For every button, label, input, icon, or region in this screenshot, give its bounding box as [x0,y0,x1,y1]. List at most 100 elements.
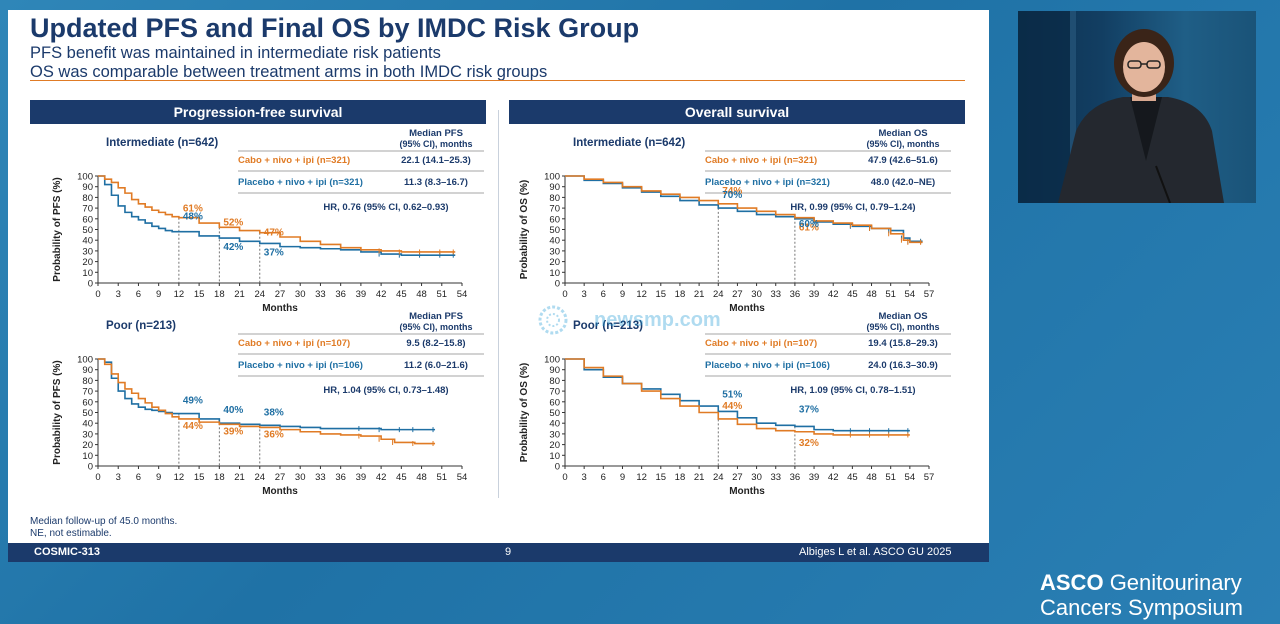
footer-citation: Albiges L et al. ASCO GU 2025 [799,546,952,558]
landmark-annotation: 44% [183,421,203,432]
footnote-followup: Median follow-up of 45.0 months. [30,516,178,527]
y-tick-label: 70 [549,387,560,398]
x-tick-label: 51 [436,289,447,300]
y-tick-label: 70 [82,204,93,215]
y-tick-label: 80 [549,193,560,204]
y-tick-label: 0 [555,462,560,473]
table-header-median: Median PFS [409,128,463,139]
x-tick-label: 24 [713,289,724,300]
table-header-ci: (95% CI), months [866,322,939,332]
x-tick-label: 45 [847,472,858,483]
hazard-ratio: HR, 0.76 (95% CI, 0.62–0.93) [323,202,448,213]
table-row-value: 19.4 (15.8–29.3) [868,338,938,349]
landmark-annotation: 51% [722,389,742,400]
x-tick-label: 0 [95,472,100,483]
x-tick-label: 18 [675,289,686,300]
x-tick-label: 39 [356,472,367,483]
x-tick-label: 48 [866,472,877,483]
table-header-ci: (95% CI), months [399,322,472,332]
y-tick-label: 10 [82,268,93,279]
y-tick-label: 50 [82,225,93,236]
y-tick-label: 100 [544,355,560,366]
x-tick-label: 21 [234,289,245,300]
x-tick-label: 42 [376,289,387,300]
landmark-annotation: 40% [223,405,243,416]
x-tick-label: 39 [809,472,820,483]
hazard-ratio: HR, 0.99 (95% CI, 0.79–1.24) [790,202,915,213]
x-tick-label: 18 [675,472,686,483]
km-charts: Intermediate (n=642)Median PFS(95% CI), … [52,128,951,497]
landmark-annotation: 36% [264,429,284,440]
y-tick-label: 10 [82,451,93,462]
x-tick-label: 6 [136,472,141,483]
x-tick-label: 54 [457,289,468,300]
x-tick-label: 21 [694,472,705,483]
x-tick-label: 54 [905,289,916,300]
x-tick-label: 27 [275,289,286,300]
x-tick-label: 9 [620,472,625,483]
x-tick-label: 27 [732,472,743,483]
x-tick-label: 48 [416,472,427,483]
x-tick-label: 12 [636,472,647,483]
y-tick-label: 90 [82,365,93,376]
landmark-annotation: 38% [264,407,284,418]
speaker-figure [1018,11,1224,203]
table-row-value: 22.1 (14.1–25.3) [401,155,471,166]
asco-logo-line2: Cancers Symposium [1040,595,1243,620]
table-row-value: 24.0 (16.3–30.9) [868,360,938,371]
km-curve-cabo [565,358,910,436]
landmark-annotation: 74% [722,186,742,197]
x-tick-label: 36 [790,289,801,300]
table-header-median: Median OS [878,128,927,139]
y-tick-label: 100 [77,172,93,183]
slide-title: Updated PFS and Final OS by IMDC Risk Gr… [30,13,640,43]
x-tick-label: 27 [732,289,743,300]
x-tick-label: 3 [116,472,121,483]
landmark-annotation: 61% [183,204,203,215]
y-tick-label: 30 [549,429,560,440]
landmark-annotation: 37% [264,247,284,258]
x-tick-label: 12 [174,472,185,483]
x-tick-label: 57 [924,289,935,300]
table-header-median: Median PFS [409,311,463,322]
x-tick-label: 45 [847,289,858,300]
section-header-pfs: Progression-free survival [30,100,486,124]
y-tick-label: 90 [82,182,93,193]
x-tick-label: 51 [885,289,896,300]
x-tick-label: 15 [656,472,667,483]
subtitle-line-2: OS was comparable between treatment arms… [30,63,548,81]
y-axis-label: Probability of PFS (%) [52,360,63,464]
landmark-annotation: 48% [183,212,203,223]
x-tick-label: 30 [751,289,762,300]
table-row-value: 11.2 (6.0–21.6) [404,360,468,371]
x-tick-label: 9 [620,289,625,300]
y-tick-label: 40 [549,236,560,247]
km-curve-cabo [98,175,456,253]
x-axis-label: Months [262,486,298,497]
y-tick-label: 50 [549,225,560,236]
column-divider [498,110,499,498]
x-tick-label: 0 [562,472,567,483]
y-tick-label: 60 [82,214,93,225]
x-tick-label: 21 [234,472,245,483]
x-tick-label: 27 [275,472,286,483]
x-tick-label: 36 [335,289,346,300]
x-tick-label: 6 [601,289,606,300]
table-row-label: Placebo + nivo + ipi (n=106) [238,360,363,371]
x-tick-label: 9 [156,289,161,300]
x-tick-label: 18 [214,472,225,483]
table-row-value: 9.5 (8.2–15.8) [406,338,465,349]
x-tick-label: 6 [136,289,141,300]
x-tick-label: 42 [376,472,387,483]
y-tick-label: 30 [549,246,560,257]
asco-logo-rest: Genitourinary [1109,570,1242,595]
y-tick-label: 40 [82,236,93,247]
landmark-annotation: 39% [223,426,243,437]
y-tick-label: 0 [88,279,93,290]
x-axis-label: Months [262,303,298,314]
table-row-value: 48.0 (42.0–NE) [871,177,935,188]
x-tick-label: 36 [335,472,346,483]
x-tick-label: 6 [601,472,606,483]
table-row-label: Placebo + nivo + ipi (n=321) [705,177,830,188]
y-axis-label: Probability of OS (%) [519,363,530,462]
